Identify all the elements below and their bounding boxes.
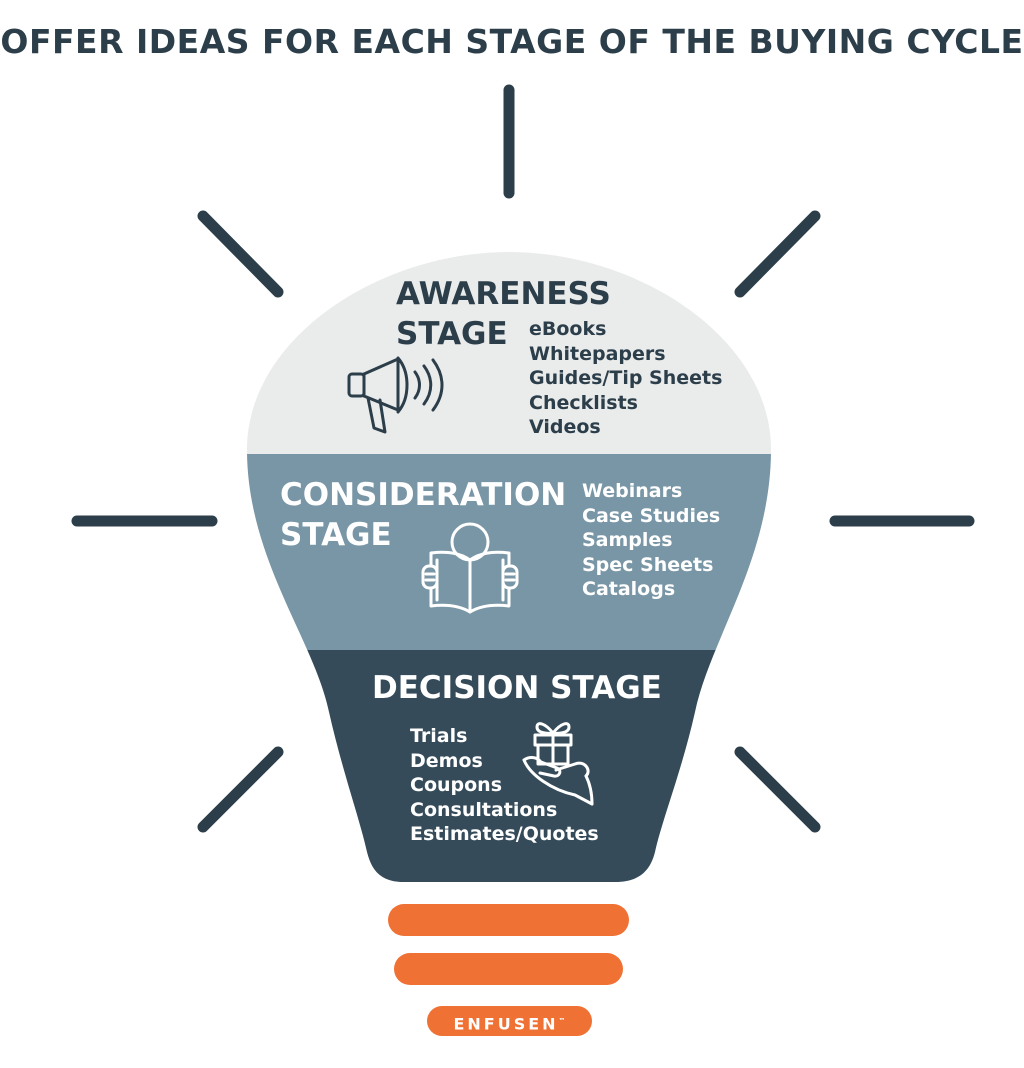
- awareness-title-line1: AWARENESS: [396, 276, 611, 312]
- list-item: Checklists: [529, 391, 638, 414]
- enfusen-logo-pill: [427, 1006, 592, 1036]
- list-item: Trials: [410, 725, 468, 747]
- consideration-offer-list: Webinars Case Studies Samples Spec Sheet…: [582, 479, 720, 602]
- list-item: Coupons: [410, 774, 503, 797]
- ray-upper-left: [197, 210, 284, 298]
- consideration-title-line2: STAGE: [280, 517, 392, 553]
- list-item: Guides/Tip Sheets: [529, 367, 723, 390]
- list-item: Consultations: [410, 798, 558, 821]
- list-item: Estimates/Quotes: [410, 823, 599, 846]
- decision-offer-list: Trials Demos Coupons Consultations Estim…: [410, 724, 599, 847]
- logo-trademark: ™: [558, 1017, 566, 1025]
- consideration-stage-title: CONSIDERATION STAGE: [280, 475, 566, 555]
- megaphone-icon: [347, 356, 444, 434]
- awareness-offer-list: eBooks Whitepapers Guides/Tip Sheets Che…: [529, 317, 722, 440]
- bulb-base: [388, 904, 629, 1036]
- list-item: Spec Sheets: [582, 553, 714, 576]
- light-rays: [71, 84, 975, 833]
- awareness-stage-title: AWARENESS STAGE: [396, 274, 611, 354]
- ray-lower-left: [197, 746, 284, 833]
- list-item: Case Studies: [582, 504, 721, 527]
- list-item: Webinars: [582, 480, 683, 502]
- list-item: Whitepapers: [529, 342, 666, 365]
- decision-stage-title: DECISION STAGE: [372, 670, 662, 706]
- gift-in-hand-icon: [522, 722, 594, 806]
- list-item: Samples: [582, 529, 673, 552]
- list-item: Videos: [529, 416, 601, 439]
- bulb-base-bar-upper: [388, 904, 629, 936]
- list-item: eBooks: [529, 318, 607, 340]
- list-item: Demos: [410, 749, 483, 772]
- consideration-title-line1: CONSIDERATION: [280, 477, 567, 513]
- bulb-base-bar-lower: [394, 953, 623, 985]
- ray-lower-right: [734, 746, 821, 833]
- reading-book-icon: [421, 522, 519, 614]
- awareness-title-line2: STAGE: [396, 316, 508, 352]
- logo-wordmark: ENFUSEN: [453, 1014, 559, 1034]
- list-item: Catalogs: [582, 578, 676, 601]
- page-title: OFFER IDEAS FOR EACH STAGE OF THE BUYING…: [0, 22, 1024, 61]
- ray-upper-right: [734, 210, 821, 298]
- enfusen-logo: ENFUSEN™: [427, 1006, 592, 1036]
